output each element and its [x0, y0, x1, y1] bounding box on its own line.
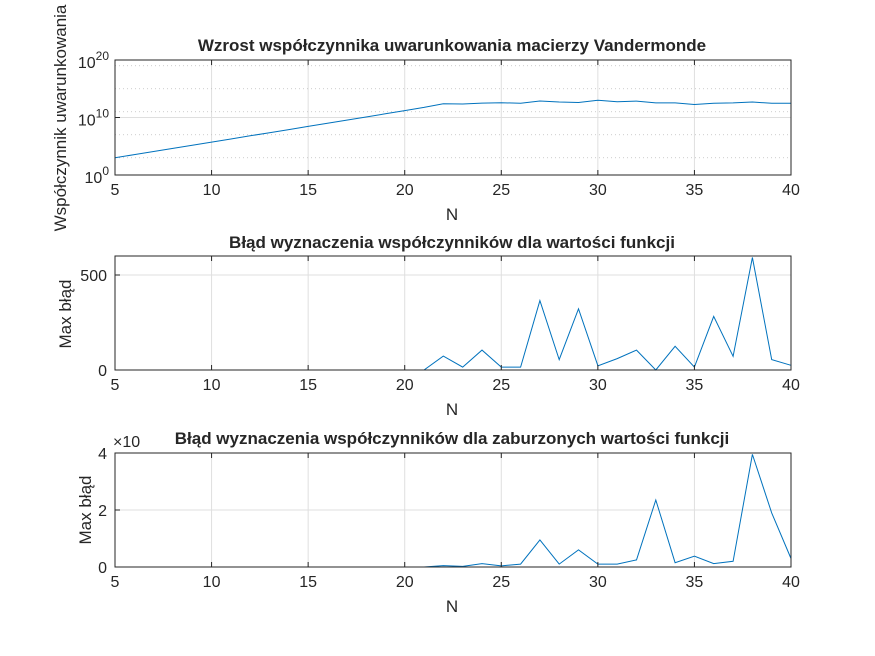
- x-tick-label: 5: [111, 377, 120, 394]
- subplot-error-function: Błąd wyznaczenia współczynników dla wart…: [56, 233, 800, 419]
- x-tick-label: 35: [686, 182, 704, 199]
- subplot-2-axes-box: [114, 255, 792, 371]
- subplot-1-y-ticks: 100 1010 1020: [78, 49, 120, 187]
- y-tick-label: 500: [80, 268, 107, 285]
- subplot-2-y-label: Max błąd: [56, 280, 75, 349]
- x-tick-label: 40: [782, 574, 800, 591]
- x-tick-label: 35: [686, 574, 704, 591]
- y-tick-label: 1020: [78, 49, 109, 72]
- subplot-3-y-label: Max błąd: [76, 476, 95, 545]
- x-tick-label: 20: [396, 182, 414, 199]
- y-tick-label: 2: [98, 503, 107, 520]
- subplot-3-y-ticks: 0 2 4: [98, 446, 120, 577]
- y-tick-label: 4: [98, 446, 107, 463]
- subplot-3-x-ticks: 5 10 15 20 25 30 35 40: [111, 453, 800, 591]
- subplot-3-title: Błąd wyznaczenia współczynników dla zabu…: [175, 429, 730, 448]
- x-tick-label: 25: [492, 182, 510, 199]
- x-tick-label: 20: [396, 377, 414, 394]
- subplot-2-y-ticks: 0 500: [80, 268, 120, 380]
- x-tick-label: 15: [299, 377, 317, 394]
- x-tick-label: 15: [299, 182, 317, 199]
- subplot-1-series-line: [114, 99, 791, 159]
- x-tick-label: 20: [396, 574, 414, 591]
- subplot-2-title: Błąd wyznaczenia współczynników dla wart…: [229, 233, 675, 252]
- subplot-1-x-ticks: 5 10 15 20 25 30 35 40: [111, 60, 800, 199]
- x-tick-label: 10: [203, 574, 221, 591]
- x-tick-label: 40: [782, 377, 800, 394]
- subplot-error-perturbed: ×10 Błąd wyznaczenia współczynników dla …: [76, 429, 800, 616]
- y-tick-label: 0: [98, 560, 107, 577]
- x-tick-label: 15: [299, 574, 317, 591]
- y-tick-label: 100: [85, 164, 110, 187]
- subplot-2-x-ticks: 5 10 15 20 25 30 35 40: [111, 256, 800, 394]
- subplot-1-title: Wzrost współczynnika uwarunkowania macie…: [198, 36, 706, 55]
- x-tick-label: 40: [782, 182, 800, 199]
- x-tick-label: 5: [111, 182, 120, 199]
- subplot-1-y-label: Współczynnik uwarunkowania: [51, 4, 70, 231]
- subplot-condition-number: Wzrost współczynnika uwarunkowania macie…: [51, 4, 800, 231]
- y-tick-label: 0: [98, 363, 107, 380]
- x-tick-label: 30: [589, 377, 607, 394]
- subplot-3-x-label: N: [446, 597, 458, 616]
- subplot-3-exponent-label: ×10: [113, 434, 140, 451]
- x-tick-label: 30: [589, 574, 607, 591]
- x-tick-label: 25: [492, 574, 510, 591]
- x-tick-label: 30: [589, 182, 607, 199]
- x-tick-label: 10: [203, 377, 221, 394]
- x-tick-label: 35: [686, 377, 704, 394]
- y-tick-label: 1010: [78, 107, 109, 130]
- x-tick-label: 10: [203, 182, 221, 199]
- x-tick-label: 5: [111, 574, 120, 591]
- subplot-1-x-label: N: [446, 205, 458, 224]
- x-tick-label: 25: [492, 377, 510, 394]
- subplot-2-x-label: N: [446, 400, 458, 419]
